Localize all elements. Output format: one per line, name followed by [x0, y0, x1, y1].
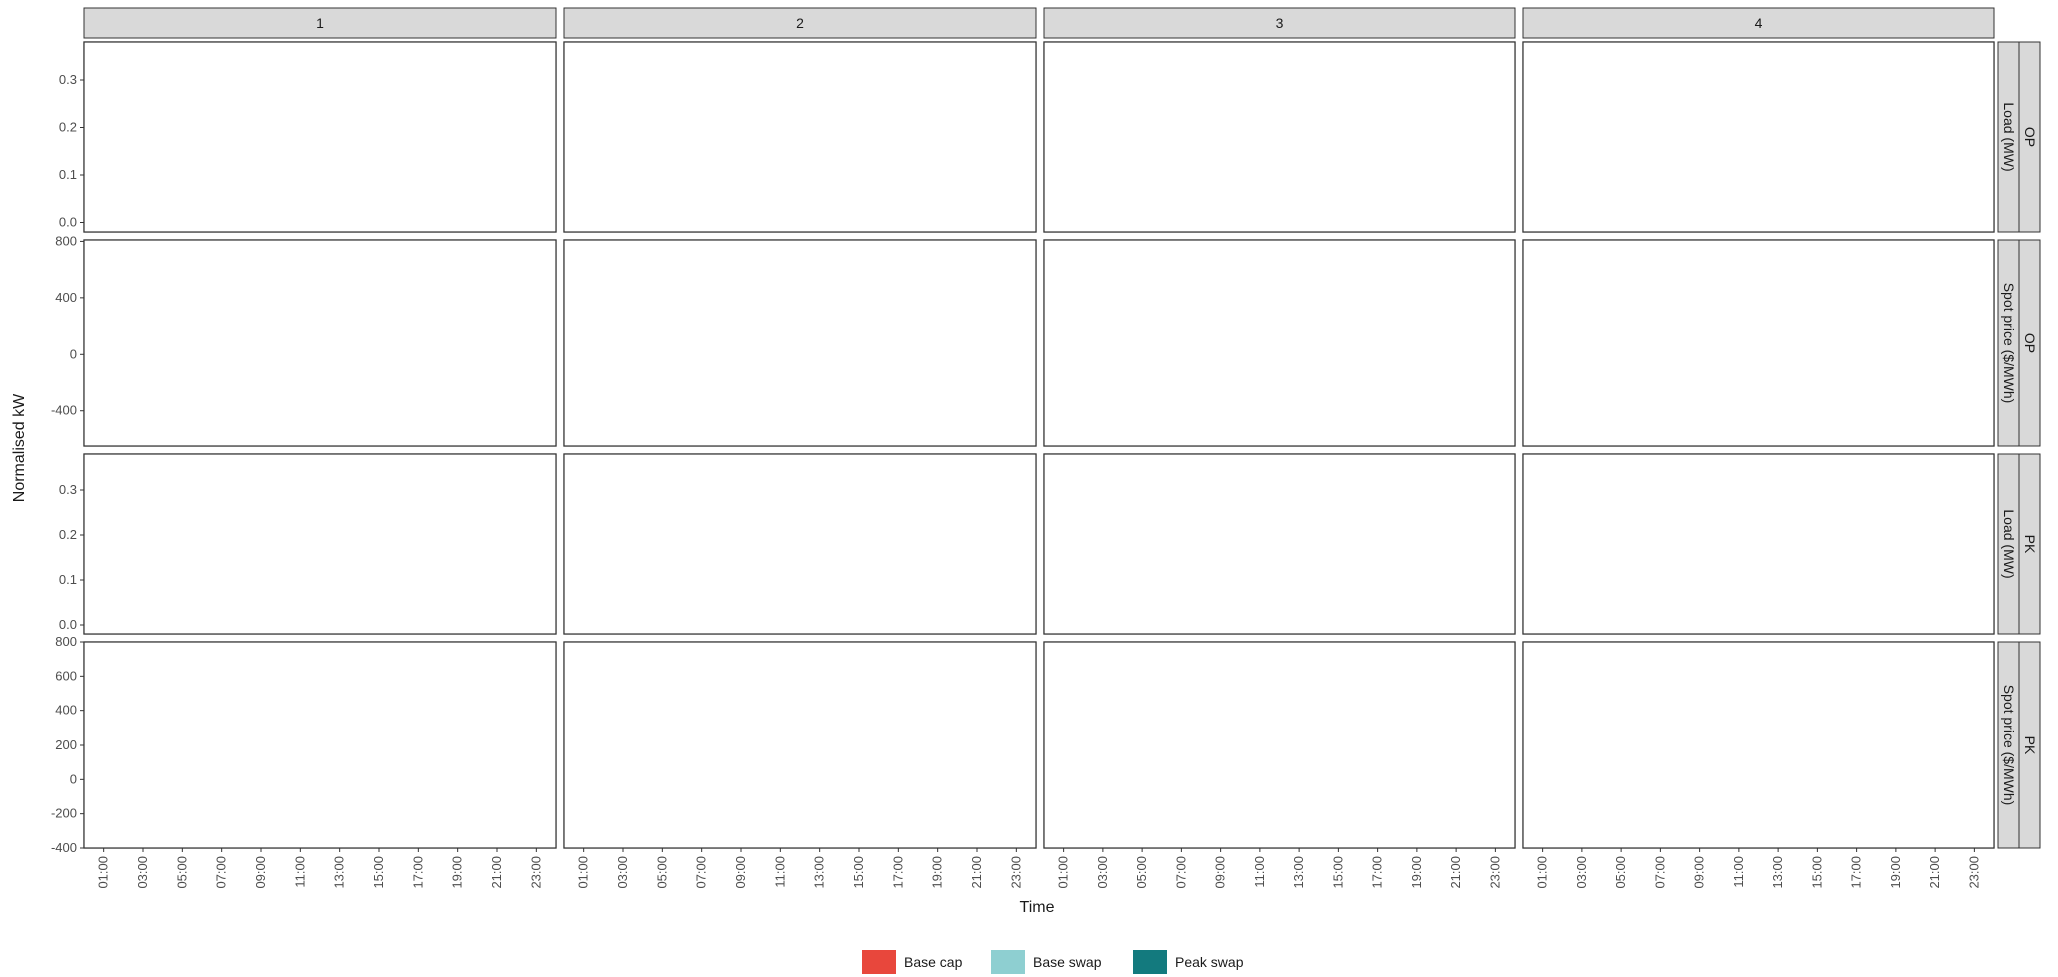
y-tick-label: -200	[51, 806, 77, 821]
x-tick-label: 07:00	[214, 856, 229, 889]
panel-r2-c2	[563, 239, 1037, 447]
x-tick-label: 19:00	[450, 856, 465, 889]
x-tick-label: 23:00	[528, 856, 543, 889]
panel-border	[83, 41, 557, 233]
y-tick-label: 0.2	[59, 527, 77, 542]
panel-r1-c3	[1043, 41, 1516, 233]
panel-border	[563, 239, 1037, 447]
y-tick-label: 0.3	[59, 482, 77, 497]
panel-border	[83, 239, 557, 447]
y-tick-label: -400	[51, 840, 77, 855]
y-tick-label: -400	[51, 403, 77, 418]
panel-border	[563, 453, 1037, 635]
x-tick-label: 09:00	[733, 856, 748, 889]
y-tick-label: 0.0	[59, 215, 77, 230]
x-tick-label: 13:00	[812, 856, 827, 889]
y-tick-label: 0.1	[59, 572, 77, 587]
y-tick-label: 0.1	[59, 167, 77, 182]
panel-r4-c1	[83, 641, 557, 849]
x-tick-label: 23:00	[1008, 856, 1023, 889]
x-tick-label: 19:00	[930, 856, 945, 889]
y-tick-label: 400	[55, 703, 77, 718]
panel-border	[563, 641, 1037, 849]
x-tick-label: 11:00	[772, 856, 787, 888]
panel-r3-c2	[563, 453, 1037, 635]
panel-r4-c3	[1043, 641, 1516, 849]
y-tick-label: 0.0	[59, 617, 77, 632]
panel-r1-c1	[83, 41, 557, 233]
y-tick-label: 800	[55, 233, 77, 248]
panel-border	[1043, 239, 1516, 447]
y-tick-label: 400	[55, 290, 77, 305]
x-tick-label: 03:00	[615, 856, 630, 889]
x-tick-label: 15:00	[371, 856, 386, 889]
y-tick-label: 200	[55, 737, 77, 752]
panel-r4-c2	[563, 641, 1037, 849]
x-tick-label: 03:00	[135, 856, 150, 889]
panel-border	[1043, 453, 1516, 635]
x-tick-label: 21:00	[489, 856, 504, 889]
x-tick-label: 01:00	[96, 856, 111, 889]
panel-r3-c3	[1043, 453, 1516, 635]
panel-r1-c2	[563, 41, 1037, 233]
x-tick-label: 21:00	[969, 856, 984, 889]
x-tick-label: 13:00	[332, 856, 347, 889]
x-tick-label: 17:00	[410, 856, 425, 889]
y-tick-label: 0	[70, 346, 77, 361]
panel-border	[83, 641, 557, 849]
y-tick-label: 800	[55, 634, 77, 649]
x-tick-label: 15:00	[851, 856, 866, 889]
panel-r2-c1	[83, 239, 557, 447]
panel-border	[563, 41, 1037, 233]
x-tick-label: 09:00	[253, 856, 268, 889]
y-tick-label: 0.2	[59, 120, 77, 135]
y-tick-label: 0	[70, 771, 77, 786]
x-tick-label: 05:00	[654, 856, 669, 889]
panel-r3-c1	[83, 453, 557, 635]
y-tick-label: 0.3	[59, 72, 77, 87]
x-tick-label: 11:00	[292, 856, 307, 888]
panel-border	[83, 453, 557, 635]
x-tick-label: 01:00	[576, 856, 591, 889]
x-tick-label: 05:00	[174, 856, 189, 889]
x-tick-label: 17:00	[890, 856, 905, 889]
x-tick-label: 07:00	[694, 856, 709, 889]
y-tick-label: 600	[55, 668, 77, 683]
panel-border	[1043, 41, 1516, 233]
panel-r2-c3	[1043, 239, 1516, 447]
panels-layer: 0.0 0.1 0.2 0.3 -400 0 400 800 0.0 0.1 0.2 0.3 -400 -…	[51, 41, 1995, 889]
